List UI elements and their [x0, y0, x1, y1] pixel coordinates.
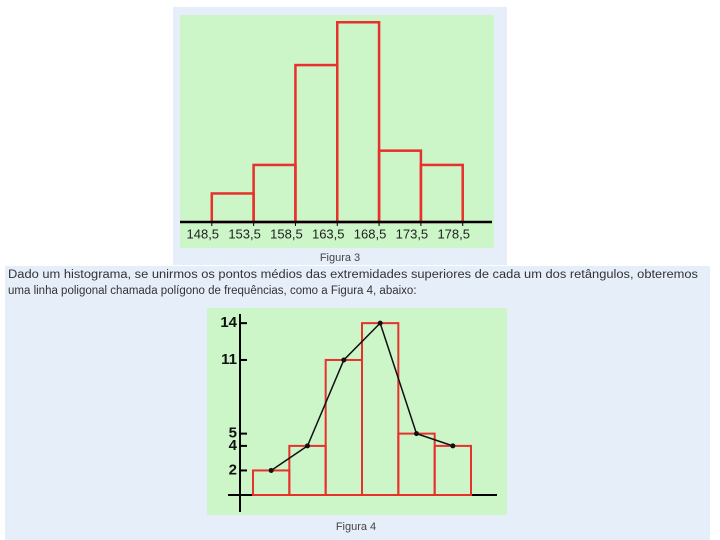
- y-tick-label: 14: [220, 314, 237, 331]
- x-tick-label: 163,5: [312, 226, 345, 241]
- y-tick-label: 5: [229, 425, 237, 442]
- x-tick-label: 173,5: [396, 226, 429, 241]
- frequency-polygon: [270, 321, 454, 472]
- x-tick-label: 178,5: [437, 226, 470, 241]
- figure4-caption: Figura 4: [336, 521, 376, 533]
- polygon-point: [305, 443, 310, 449]
- polygon-point: [377, 320, 383, 326]
- y-tick-label: 4: [229, 437, 238, 454]
- x-tick-label: 158,5: [270, 226, 303, 241]
- polygon-point: [268, 467, 274, 473]
- polygon-point: [414, 431, 419, 437]
- polygon-point: [450, 443, 456, 449]
- x-tick-label: 168,5: [354, 226, 387, 241]
- x-tick-label: 148,5: [187, 226, 220, 241]
- x-tick-label: 153,5: [228, 226, 261, 241]
- paragraph-line: Dado um histograma, se unirmos os pontos…: [8, 269, 698, 281]
- figure4-plot: [207, 308, 507, 515]
- y-tick-label: 11: [221, 351, 237, 368]
- y-tick-label: 2: [229, 461, 237, 478]
- figure3-caption: Figura 3: [320, 252, 360, 264]
- paragraph-line: uma linha poligonal chamada polígono de …: [8, 285, 417, 297]
- polygon-point: [341, 357, 347, 363]
